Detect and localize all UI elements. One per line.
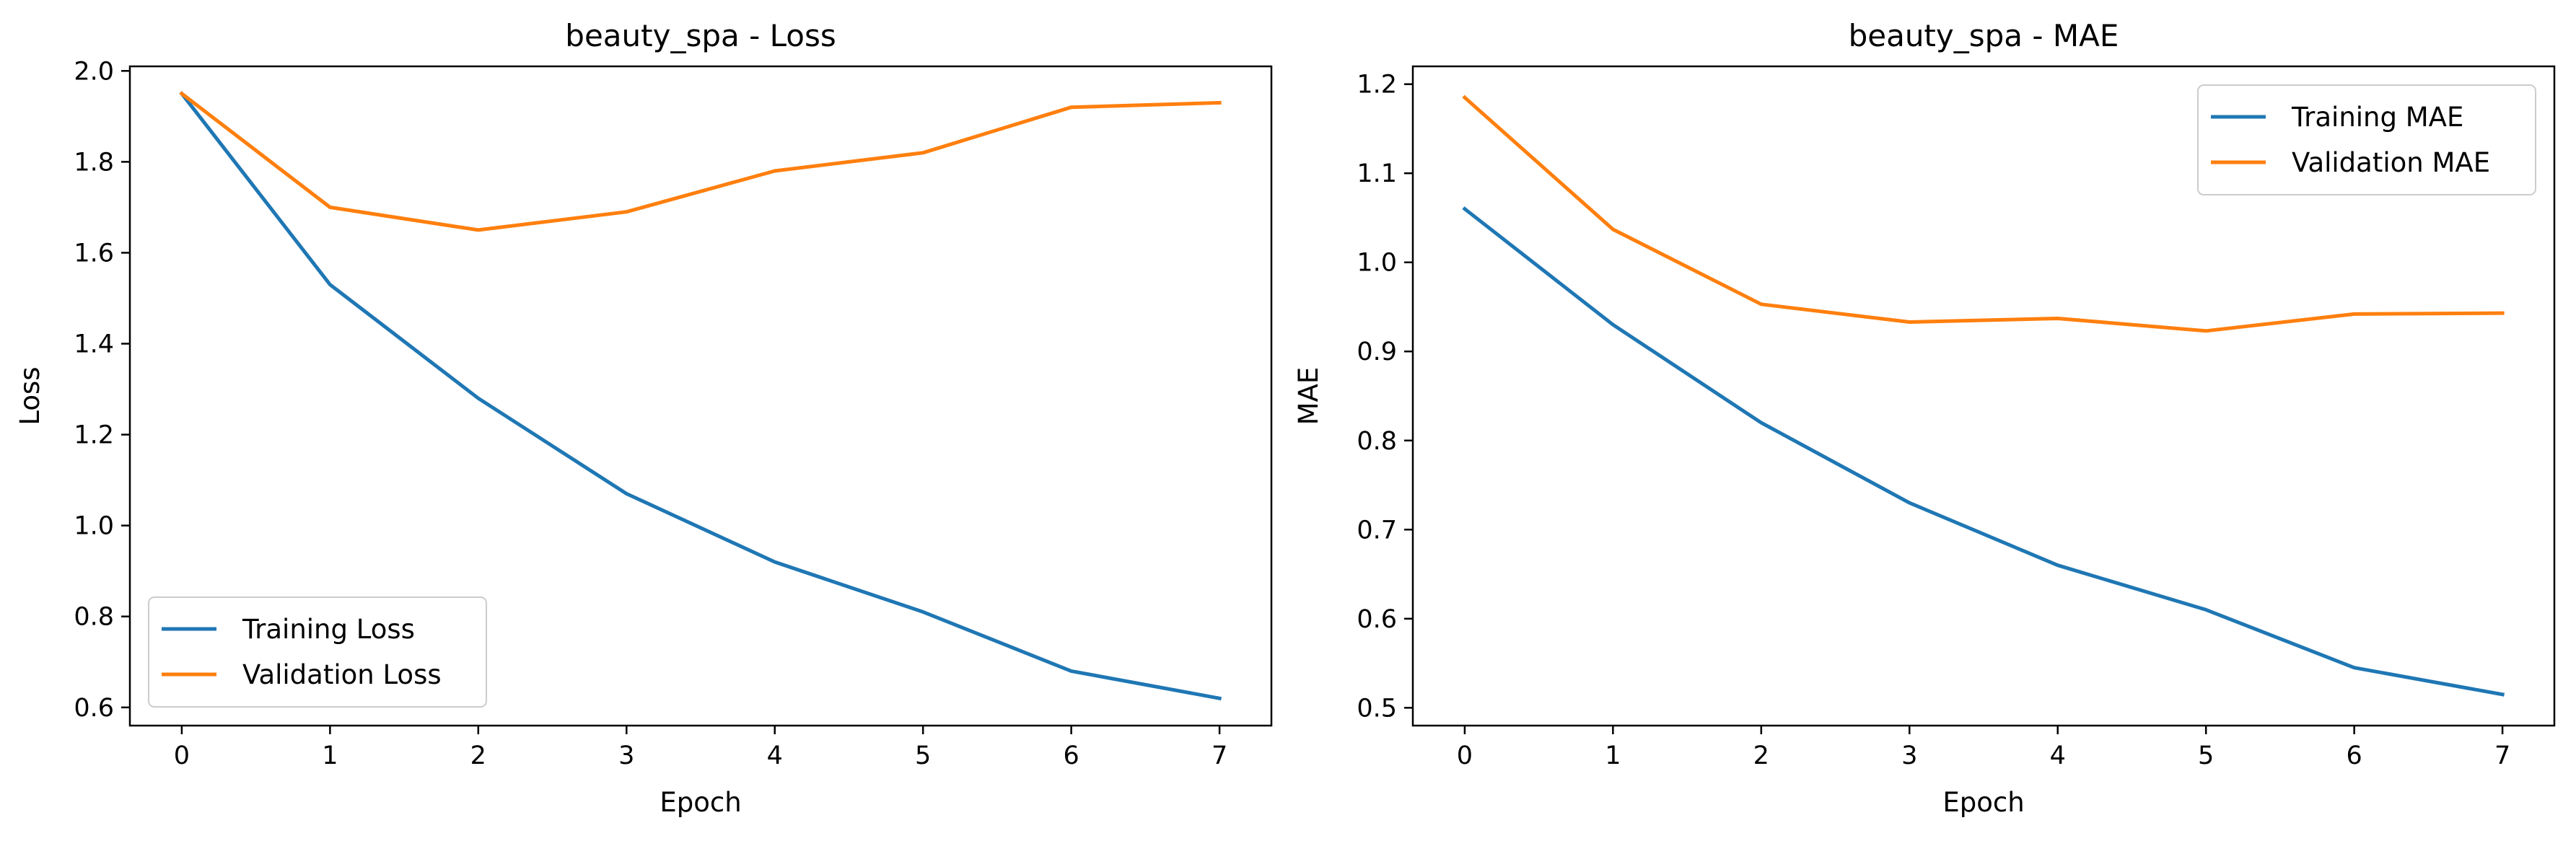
y-tick-label: 1.4 — [74, 330, 114, 359]
x-tick-label: 0 — [174, 741, 190, 770]
y-tick-label: 0.9 — [1357, 338, 1397, 366]
y-tick-label: 1.6 — [74, 239, 114, 268]
y-tick-label: 1.8 — [74, 148, 114, 177]
y-tick-label: 1.2 — [74, 421, 114, 450]
x-tick-label: 7 — [1212, 741, 1227, 770]
y-tick-label: 0.6 — [1357, 605, 1397, 634]
x-tick-label: 2 — [470, 741, 486, 770]
series-line-validation-mae — [1462, 94, 2505, 333]
y-tick-label: 1.0 — [74, 512, 114, 541]
y-tick-label: 1.1 — [1357, 159, 1397, 188]
series-line-validation-loss — [179, 91, 1222, 232]
x-tick-label: 4 — [767, 741, 783, 770]
y-tick-label: 0.5 — [1357, 694, 1397, 723]
y-axis-label: Loss — [14, 366, 45, 425]
x-tick-label: 0 — [1457, 741, 1473, 770]
series-line-training-mae — [1462, 206, 2505, 697]
y-tick-label: 0.6 — [74, 694, 114, 723]
x-axis-label: Epoch — [1942, 787, 2024, 818]
x-tick-label: 4 — [2050, 741, 2066, 770]
legend-label: Validation MAE — [2292, 147, 2490, 178]
legend: Training MAE Validation MAE — [2197, 84, 2536, 195]
x-axis-label: Epoch — [660, 787, 741, 818]
x-tick-label: 6 — [2346, 741, 2362, 770]
x-tick-label: 6 — [1063, 741, 1079, 770]
legend-label: Training Loss — [242, 614, 415, 645]
y-tick-label: 0.7 — [1357, 516, 1397, 545]
y-tick-label: 0.8 — [1357, 427, 1397, 456]
mae-chart: beauty_spa - MAE 0 1 2 3 4 5 6 7 0.5 0.6 0.7 0.8 0.9 1… — [1293, 18, 2556, 818]
x-tick-label: 3 — [1901, 741, 1917, 770]
x-tick-label: 2 — [1753, 741, 1769, 770]
legend-box — [148, 596, 487, 708]
y-tick-label: 2.0 — [74, 57, 114, 86]
x-tick-label: 3 — [618, 741, 634, 770]
x-tick-label: 5 — [915, 741, 931, 770]
y-tick-label: 1.2 — [1357, 71, 1397, 100]
x-tick-label: 7 — [2494, 741, 2510, 770]
plot-frame — [1411, 65, 2556, 727]
y-axis-label: MAE — [1293, 367, 1324, 426]
legend-box — [2197, 84, 2536, 195]
x-tick-label: 5 — [2198, 741, 2214, 770]
legend-label: Validation Loss — [242, 659, 442, 690]
x-tick-label: 1 — [322, 741, 338, 770]
plot-frame — [128, 65, 1273, 727]
chart-title: beauty_spa - Loss — [565, 18, 836, 53]
y-tick-label: 1.0 — [1357, 249, 1397, 278]
series-line-training-loss — [179, 91, 1222, 701]
y-tick-label: 0.8 — [74, 603, 114, 632]
loss-chart: beauty_spa - Loss 0 1 2 3 4 5 6 7 0.6 0.8 1.0 1.2 1.4… — [14, 18, 1273, 818]
x-tick-label: 1 — [1605, 741, 1621, 770]
legend-label: Training MAE — [2291, 102, 2463, 133]
legend: Training Loss Validation Loss — [148, 596, 487, 708]
chart-title: beauty_spa - MAE — [1849, 18, 2119, 53]
